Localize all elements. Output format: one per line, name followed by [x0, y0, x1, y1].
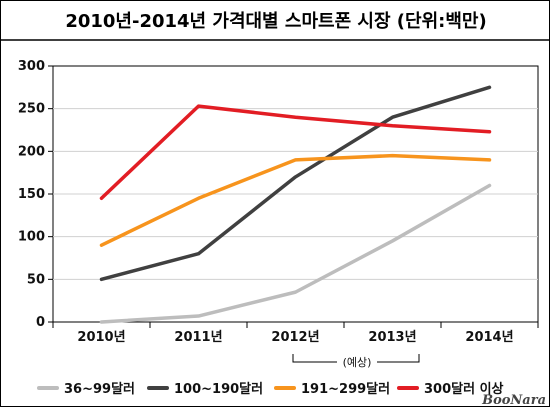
y-tick-label: 50 — [27, 272, 45, 287]
series-line-3 — [99, 153, 492, 247]
legend-label: 36~99달러 — [64, 381, 135, 397]
y-tick-label: 0 — [36, 315, 45, 330]
forecast-note-bg — [337, 355, 377, 369]
series-line-2 — [99, 85, 492, 282]
legend-label: 300달러 이상 — [424, 381, 504, 397]
series-lines — [99, 85, 492, 324]
x-tick-label: 2011년 — [174, 330, 222, 345]
x-tick-label: 2010년 — [77, 330, 125, 345]
y-tick-label: 300 — [18, 59, 45, 74]
y-axis: 0 50 100 150 200 250 300 — [18, 59, 53, 330]
legend-label: 100~190달러 — [174, 381, 263, 397]
y-tick-label: 150 — [18, 187, 45, 202]
legend: 36~99달러 100~190달러 191~299달러 300달러 이상 — [37, 381, 504, 397]
watermark: BooNara — [481, 393, 546, 408]
chart-title: 2010년-2014년 가격대별 스마트폰 시장 (단위:백만) — [65, 11, 486, 32]
x-tick-label: 2013년 — [368, 330, 416, 345]
y-tick-label: 200 — [18, 144, 45, 159]
grid — [53, 108, 538, 280]
x-tick-label: 2012년 — [271, 330, 319, 345]
y-tick-label: 100 — [18, 230, 45, 245]
forecast-note: (예상) — [343, 356, 372, 369]
legend-label: 191~299달러 — [301, 381, 390, 397]
series-line-4 — [99, 104, 492, 201]
y-tick-label: 250 — [18, 102, 45, 117]
series-line-1 — [99, 183, 492, 324]
x-tick-label: 2014년 — [465, 330, 513, 345]
x-axis: 2010년 2011년 2012년 2013년 2014년 — [52, 322, 539, 345]
